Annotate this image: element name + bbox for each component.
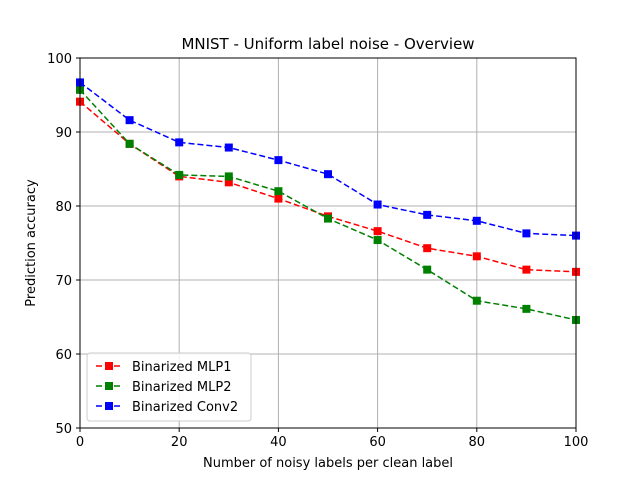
x-tick-label: 40 <box>270 435 287 450</box>
y-axis-label: Prediction accuracy <box>24 179 39 307</box>
data-point-marker <box>423 265 432 274</box>
data-point-marker <box>373 236 382 245</box>
legend-label: Binarized MLP2 <box>132 380 231 395</box>
legend-marker <box>105 382 113 390</box>
y-axis: 50 60 70 80 90 100 <box>47 52 80 437</box>
data-point-marker <box>175 138 184 147</box>
data-point-marker <box>324 170 332 179</box>
y-tick-label: 60 <box>55 348 72 363</box>
data-point-marker <box>274 187 283 196</box>
data-point-marker <box>373 200 382 209</box>
data-point-marker <box>224 172 233 181</box>
x-tick-label: 0 <box>76 435 84 450</box>
legend-entry: Binarized MLP2 <box>96 380 231 395</box>
legend-marker <box>105 362 113 370</box>
y-tick-label: 100 <box>47 52 72 67</box>
data-point-marker <box>522 265 531 274</box>
data-point-marker <box>274 194 283 203</box>
x-tick-label: 60 <box>369 435 386 450</box>
data-point-marker <box>224 143 233 152</box>
x-tick-label: 100 <box>564 435 589 450</box>
series-layer <box>76 78 580 324</box>
legend-label: Binarized Conv2 <box>132 400 238 415</box>
y-tick-label: 50 <box>55 422 72 437</box>
data-point-marker <box>373 227 382 236</box>
x-tick-label: 80 <box>469 435 486 450</box>
data-point-marker <box>125 116 134 125</box>
data-point-marker <box>175 170 184 179</box>
data-point-marker <box>423 210 432 219</box>
y-tick-label: 70 <box>55 274 72 289</box>
legend-box <box>86 352 252 422</box>
data-point-marker <box>472 296 481 305</box>
legend: Binarized MLP1 Binarized MLP2 Binarized Co… <box>86 352 252 422</box>
data-point-marker <box>324 214 332 223</box>
legend-entry: Binarized MLP1 <box>96 360 231 375</box>
x-tick-label: 20 <box>171 435 188 450</box>
data-point-marker <box>423 244 432 253</box>
legend-marker <box>105 402 113 410</box>
y-tick-label: 80 <box>55 200 72 215</box>
series-line <box>79 81 577 237</box>
data-point-marker <box>522 304 531 313</box>
x-axis: 0 20 40 60 80 100 <box>76 428 589 450</box>
data-point-marker <box>274 156 283 165</box>
data-point-marker <box>472 252 481 261</box>
data-point-marker <box>472 216 481 225</box>
chart-title: MNIST - Uniform label noise - Overview <box>181 35 474 53</box>
x-axis-label: Number of noisy labels per clean label <box>203 456 453 471</box>
data-point-marker <box>125 139 134 148</box>
data-point-marker <box>224 178 233 187</box>
plot-area-frame <box>79 57 577 429</box>
y-tick-label: 90 <box>55 126 72 141</box>
legend-entry: Binarized Conv2 <box>96 400 238 415</box>
legend-label: Binarized MLP1 <box>132 360 231 375</box>
data-point-marker <box>522 229 531 238</box>
